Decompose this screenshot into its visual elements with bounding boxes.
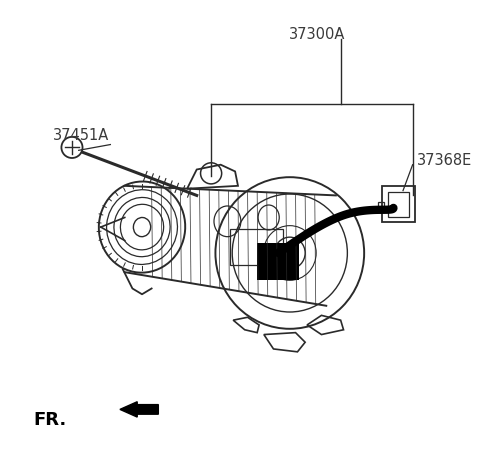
Bar bbox=[388, 192, 409, 217]
FancyArrow shape bbox=[120, 402, 158, 417]
Text: FR.: FR. bbox=[34, 410, 67, 428]
Bar bbox=[382, 186, 415, 223]
Bar bbox=[257, 244, 300, 280]
Text: 37300A: 37300A bbox=[288, 27, 345, 41]
Bar bbox=[378, 203, 384, 212]
Bar bbox=[230, 230, 283, 266]
Text: 37368E: 37368E bbox=[418, 153, 473, 168]
Text: 37451A: 37451A bbox=[53, 128, 109, 143]
